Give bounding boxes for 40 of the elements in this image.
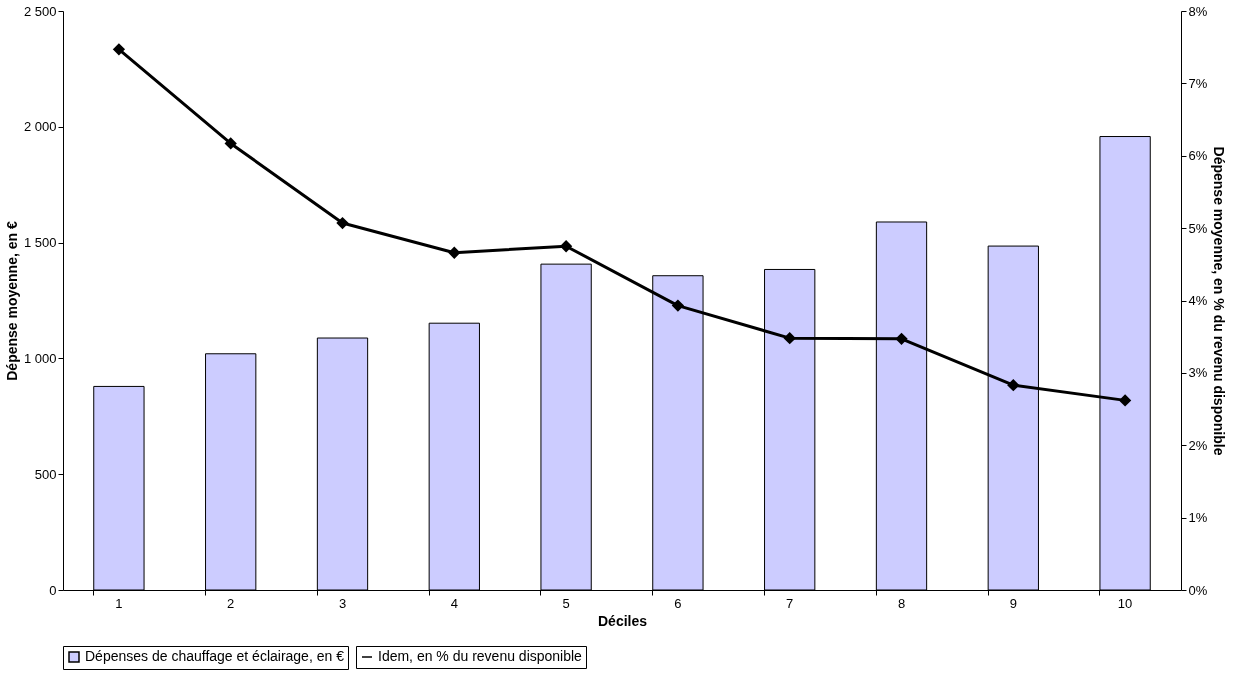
- legend-label: Idem, en % du revenu disponible: [378, 648, 583, 664]
- y2-tick-label: 8%: [1188, 3, 1208, 19]
- y-tick-label: 500: [34, 466, 57, 482]
- x-tick-label: 4: [450, 595, 458, 611]
- point: [560, 240, 572, 252]
- y-tick-label: 2 000: [23, 119, 57, 135]
- x-tick-label: 9: [1009, 595, 1017, 611]
- y2-tick-label: 3%: [1188, 365, 1208, 381]
- x-tick-label: 2: [227, 595, 235, 611]
- x-tick-label: 8: [897, 595, 906, 611]
- x-tick-label: 6: [674, 595, 682, 611]
- x-tick-label: 3: [338, 595, 347, 611]
- point: [448, 246, 461, 259]
- y-tick-label: 0: [49, 582, 57, 598]
- point: [783, 332, 796, 344]
- point: [895, 333, 908, 345]
- x-axis-title: Déciles: [597, 612, 648, 629]
- x-tick-label: 7: [786, 595, 794, 611]
- y2-tick-label: 0%: [1188, 582, 1208, 598]
- y2-tick-label: 5%: [1188, 220, 1208, 236]
- y2-tick-label: 1%: [1188, 510, 1208, 526]
- y-tick-label: 2 500: [23, 3, 57, 19]
- y2-tick-label: 2%: [1188, 437, 1208, 453]
- point: [1119, 394, 1131, 407]
- point: [336, 217, 349, 229]
- y-tick-label: 1 000: [23, 350, 57, 366]
- x-tick-label: 5: [562, 595, 570, 611]
- x-tick-label: 1: [115, 595, 123, 611]
- point: [672, 299, 684, 312]
- y-tick-label: 1 500: [23, 235, 57, 251]
- legend-label: Dépenses de chauffage et éclairage, en €: [85, 648, 345, 664]
- y2-tick-label: 4%: [1188, 293, 1208, 308]
- y-axis-title: Dépense moyenne, en €: [3, 221, 20, 381]
- point: [1007, 379, 1020, 391]
- y2-tick-label: 6%: [1188, 148, 1208, 164]
- point: [224, 137, 237, 150]
- y2-axis-title: Dépense moyenne, en % du revenu disponible: [1211, 146, 1228, 456]
- point: [113, 43, 125, 56]
- x-tick-label: 10: [1117, 595, 1133, 611]
- y2-tick-label: 7%: [1188, 75, 1208, 91]
